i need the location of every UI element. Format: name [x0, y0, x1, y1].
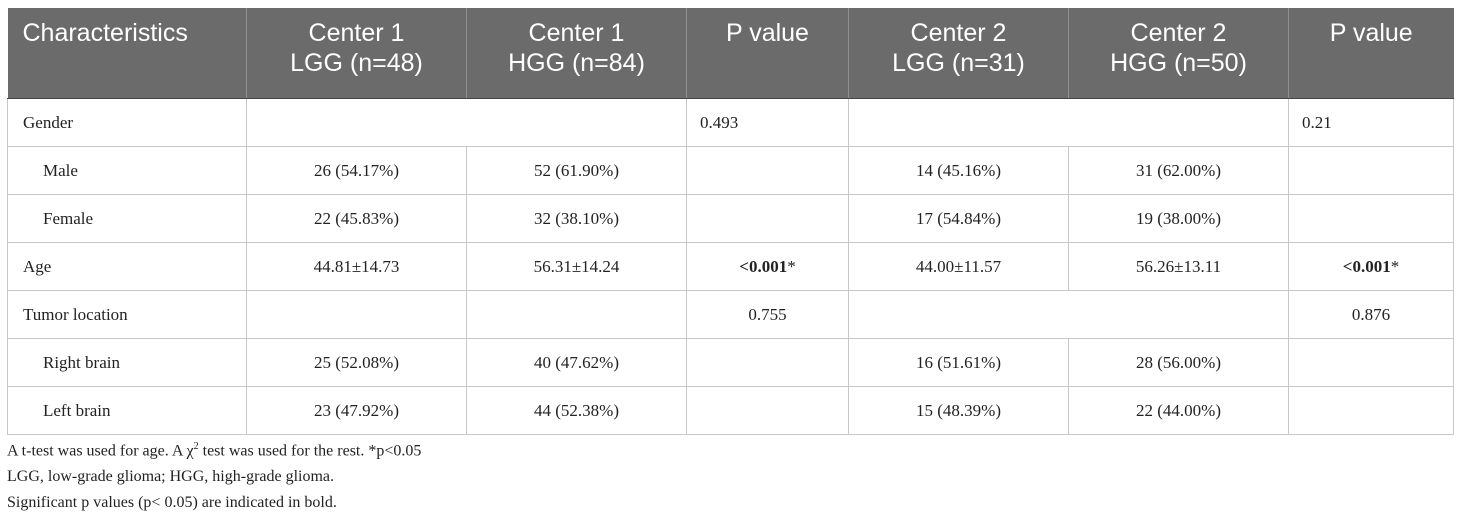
table-row: Right brain 25 (52.08%) 40 (47.62%) 16 (… — [7, 338, 1454, 387]
empty-cell — [466, 290, 687, 339]
header-center2-lgg: Center 2 LGG (n=31) — [848, 8, 1069, 99]
empty-cell — [686, 338, 849, 387]
p-value-cell: 0.876 — [1288, 290, 1454, 339]
cell: 28 (56.00%) — [1068, 338, 1289, 387]
header-row: Characteristics Center 1 LGG (n=48) Cente… — [7, 8, 1454, 99]
p-value-cell: <0.001* — [1288, 242, 1454, 291]
header-center2-hgg: Center 2 HGG (n=50) — [1068, 8, 1289, 99]
p-value-cell: 0.493 — [686, 98, 849, 147]
empty-cell — [848, 290, 1289, 339]
row-label: Age — [7, 242, 247, 291]
cell: 44 (52.38%) — [466, 386, 687, 435]
empty-cell — [686, 194, 849, 243]
table-row: Gender 0.493 0.21 — [7, 98, 1454, 147]
cell: 44.00±11.57 — [848, 242, 1069, 291]
cell: 16 (51.61%) — [848, 338, 1069, 387]
header-characteristics: Characteristics — [7, 8, 247, 99]
row-label: Left brain — [7, 386, 247, 435]
cell: 52 (61.90%) — [466, 146, 687, 195]
p-value-cell: 0.21 — [1288, 98, 1454, 147]
characteristics-table: Characteristics Center 1 LGG (n=48) Cente… — [7, 8, 1454, 435]
p-value-cell: <0.001* — [686, 242, 849, 291]
p-value-cell: 0.755 — [686, 290, 849, 339]
row-label: Male — [7, 146, 247, 195]
empty-cell — [1288, 146, 1454, 195]
footnote-significance: Significant p values (p< 0.05) are indic… — [7, 494, 337, 512]
header-p-value-1: P value — [686, 8, 849, 99]
row-label: Right brain — [7, 338, 247, 387]
cell: 17 (54.84%) — [848, 194, 1069, 243]
cell: 26 (54.17%) — [246, 146, 467, 195]
row-label: Tumor location — [7, 290, 247, 339]
empty-cell — [686, 386, 849, 435]
table-container: Characteristics Center 1 LGG (n=48) Cente… — [7, 8, 1454, 435]
row-label: Gender — [7, 98, 247, 147]
empty-cell — [246, 98, 687, 147]
cell: 25 (52.08%) — [246, 338, 467, 387]
header-center1-lgg: Center 1 LGG (n=48) — [246, 8, 467, 99]
cell: 22 (45.83%) — [246, 194, 467, 243]
cell: 14 (45.16%) — [848, 146, 1069, 195]
empty-cell — [1288, 386, 1454, 435]
empty-cell — [246, 290, 467, 339]
empty-cell — [686, 146, 849, 195]
empty-cell — [1288, 338, 1454, 387]
cell: 56.31±14.24 — [466, 242, 687, 291]
superscript: 2 — [193, 441, 199, 452]
table-footnotes: A t-test was used for age. A χ2 test was… — [7, 434, 421, 516]
cell: 22 (44.00%) — [1068, 386, 1289, 435]
cell: 15 (48.39%) — [848, 386, 1069, 435]
table-row: Tumor location 0.755 0.876 — [7, 290, 1454, 339]
significant-p-value: <0.001 — [739, 256, 788, 276]
cell: 23 (47.92%) — [246, 386, 467, 435]
header-p-value-2: P value — [1288, 8, 1454, 99]
table-row: Male 26 (54.17%) 52 (61.90%) 14 (45.16%)… — [7, 146, 1454, 195]
header-center1-hgg: Center 1 HGG (n=84) — [466, 8, 687, 99]
significant-p-value: <0.001 — [1342, 256, 1391, 276]
cell: 19 (38.00%) — [1068, 194, 1289, 243]
significance-mark: * — [787, 256, 796, 276]
table-row: Age 44.81±14.73 56.31±14.24 <0.001* 44.0… — [7, 242, 1454, 291]
cell: 40 (47.62%) — [466, 338, 687, 387]
cell: 32 (38.10%) — [466, 194, 687, 243]
empty-cell — [848, 98, 1289, 147]
footnote-tests: A t-test was used for age. A χ2 test was… — [7, 441, 422, 460]
cell: 44.81±14.73 — [246, 242, 467, 291]
row-label: Female — [7, 194, 247, 243]
table-row: Left brain 23 (47.92%) 44 (52.38%) 15 (4… — [7, 386, 1454, 435]
footnote-abbreviations: LGG, low-grade glioma; HGG, high-grade g… — [7, 468, 335, 486]
cell: 56.26±13.11 — [1068, 242, 1289, 291]
table-row: Female 22 (45.83%) 32 (38.10%) 17 (54.84… — [7, 194, 1454, 243]
cell: 31 (62.00%) — [1068, 146, 1289, 195]
empty-cell — [1288, 194, 1454, 243]
significance-mark: * — [1390, 256, 1400, 276]
